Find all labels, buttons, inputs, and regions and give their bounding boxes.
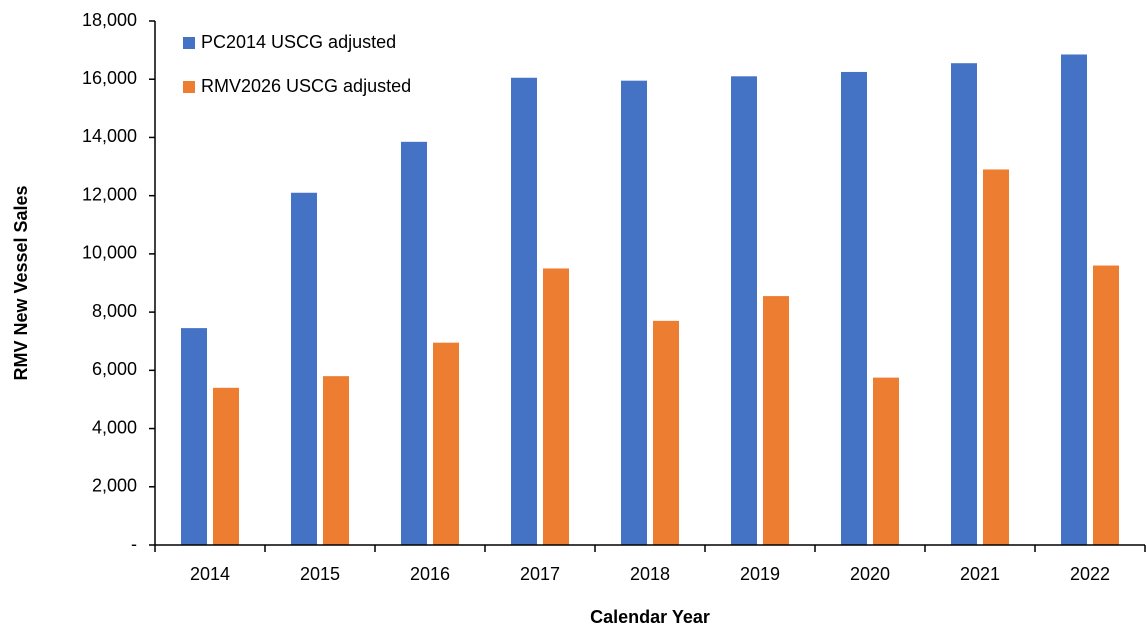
x-tick-label: 2017 bbox=[520, 564, 560, 584]
y-tick-label: 14,000 bbox=[82, 126, 137, 146]
bar bbox=[621, 80, 647, 545]
y-tick-label: - bbox=[131, 534, 137, 554]
legend-swatch bbox=[183, 37, 195, 49]
bar bbox=[841, 71, 867, 545]
x-tick-label: 2019 bbox=[740, 564, 780, 584]
y-tick-label: 10,000 bbox=[82, 243, 137, 263]
x-axis-title: Calendar Year bbox=[590, 607, 710, 627]
bar bbox=[511, 77, 537, 546]
bar bbox=[543, 268, 569, 545]
y-tick-label: 2,000 bbox=[92, 476, 137, 496]
bar bbox=[323, 376, 349, 545]
bar bbox=[731, 76, 757, 546]
x-tick-label: 2018 bbox=[630, 564, 670, 584]
bar bbox=[653, 320, 679, 545]
y-axis-title: RMV New Vessel Sales bbox=[11, 185, 31, 380]
bar bbox=[291, 192, 317, 545]
bar bbox=[763, 296, 789, 545]
bar bbox=[1093, 265, 1119, 545]
bar bbox=[951, 63, 977, 545]
bar bbox=[983, 169, 1009, 545]
x-tick-label: 2021 bbox=[960, 564, 1000, 584]
x-tick-label: 2022 bbox=[1070, 564, 1110, 584]
y-tick-label: 4,000 bbox=[92, 417, 137, 437]
bar bbox=[433, 342, 459, 545]
bar bbox=[1061, 54, 1087, 545]
y-tick-label: 12,000 bbox=[82, 184, 137, 204]
y-tick-label: 18,000 bbox=[82, 10, 137, 30]
legend-swatch bbox=[183, 81, 195, 93]
x-tick-label: 2020 bbox=[850, 564, 890, 584]
x-tick-label: 2016 bbox=[410, 564, 450, 584]
legend-label: RMV2026 USCG adjusted bbox=[201, 76, 411, 96]
x-tick-label: 2014 bbox=[190, 564, 230, 584]
legend-label: PC2014 USCG adjusted bbox=[201, 32, 396, 52]
bar bbox=[401, 141, 427, 546]
bar bbox=[873, 377, 899, 545]
x-tick-label: 2015 bbox=[300, 564, 340, 584]
y-tick-label: 8,000 bbox=[92, 301, 137, 321]
bar bbox=[213, 387, 239, 545]
y-tick-label: 6,000 bbox=[92, 359, 137, 379]
bar bbox=[181, 328, 207, 545]
y-tick-label: 16,000 bbox=[82, 68, 137, 88]
